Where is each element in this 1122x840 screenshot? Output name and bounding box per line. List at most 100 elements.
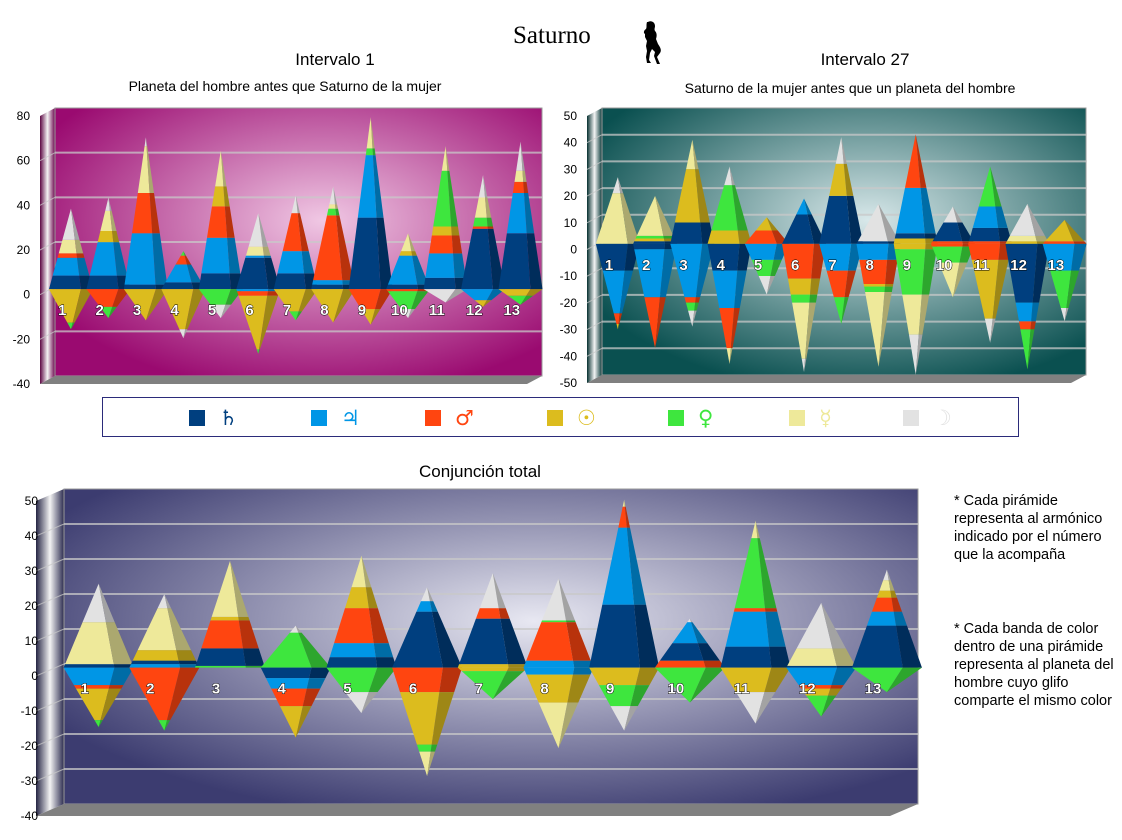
- chart2-title: Intervalo 27: [820, 50, 910, 69]
- segment-marte: [73, 685, 110, 689]
- segment-side: [263, 255, 272, 258]
- segment-marte: [654, 660, 706, 668]
- segment-side: [238, 620, 259, 649]
- segment-sol: [801, 688, 831, 696]
- segment-side: [258, 349, 260, 354]
- segment-side: [624, 506, 631, 528]
- segment-side: [167, 608, 192, 651]
- segment-júpiter: [52, 257, 80, 276]
- segment-side: [445, 146, 450, 171]
- segment-side: [486, 289, 506, 301]
- harmonic-label: 9: [358, 302, 366, 319]
- pyramid-8: 8: [856, 203, 901, 367]
- segment-side: [630, 685, 650, 707]
- segment-marte: [618, 506, 627, 528]
- segment-sol: [311, 289, 344, 323]
- segment-luna: [62, 208, 75, 240]
- y-tick-label: 20: [564, 189, 578, 203]
- segment-side: [506, 667, 528, 672]
- segment-júpiter: [236, 289, 269, 292]
- pyramid-3: 3: [123, 137, 168, 321]
- segment-luna: [157, 594, 168, 609]
- segment-side: [224, 206, 235, 238]
- segment-mercurio: [100, 210, 113, 231]
- segment-side: [920, 187, 936, 234]
- segment-side: [333, 186, 338, 205]
- segment-side: [692, 310, 697, 327]
- gridline-side: [586, 160, 603, 170]
- segment-side: [520, 141, 525, 171]
- y-tick-label: 10: [25, 634, 39, 648]
- chart3-title: Conjunción total: [419, 462, 541, 481]
- segment-side: [878, 291, 892, 367]
- segment-venus: [851, 667, 903, 693]
- segment-side: [298, 289, 318, 312]
- y-tick-label: 20: [25, 599, 39, 613]
- segment-marte: [131, 193, 153, 234]
- segment-júpiter: [89, 242, 117, 276]
- planet-glyph-icon: ♄: [219, 406, 238, 430]
- segment-júpiter: [329, 643, 376, 658]
- segment-marte: [129, 667, 181, 721]
- pyramid-7: 7: [457, 573, 528, 700]
- segment-mercurio: [215, 150, 224, 187]
- segment-saturno: [595, 243, 628, 271]
- segment-júpiter: [277, 251, 304, 274]
- gridline-side: [35, 523, 65, 537]
- page-title: Saturno: [513, 22, 591, 49]
- segment-luna: [796, 602, 833, 649]
- segment-venus: [461, 671, 507, 700]
- segment-side: [492, 671, 524, 700]
- harmonic-label: 2: [146, 681, 154, 698]
- segment-mercurio: [726, 348, 731, 365]
- segment-luna: [542, 578, 566, 621]
- y-tick-label: -40: [13, 377, 31, 390]
- segment-sol: [400, 692, 440, 745]
- segment-sol: [634, 238, 665, 242]
- segment-side: [764, 667, 791, 693]
- segment-side: [952, 262, 968, 298]
- segment-luna: [835, 137, 844, 164]
- segment-side: [765, 611, 786, 647]
- segment-side: [1027, 203, 1046, 236]
- segment-side: [572, 667, 594, 675]
- segment-side: [770, 259, 782, 276]
- segment-side: [483, 175, 488, 198]
- segment-mercurio: [938, 262, 960, 298]
- segment-side: [843, 163, 854, 196]
- segment-júpiter: [972, 206, 999, 228]
- segment-saturno: [311, 284, 344, 290]
- segment-sol: [755, 217, 772, 231]
- segment-venus: [289, 311, 299, 321]
- segment-side: [617, 324, 620, 330]
- y-tick-label: -10: [560, 269, 578, 283]
- segment-saturno: [236, 257, 269, 290]
- segment-side: [573, 660, 594, 668]
- segment-side: [507, 664, 528, 668]
- segment-side: [186, 264, 202, 283]
- segment-luna: [210, 304, 226, 319]
- segment-side: [372, 155, 384, 218]
- segment-júpiter: [265, 678, 310, 689]
- segment-marte: [334, 608, 374, 644]
- segment-júpiter: [786, 667, 838, 686]
- harmonic-label: 12: [466, 302, 483, 319]
- pyramid-11: 11: [423, 146, 468, 320]
- harmonic-label: 10: [668, 681, 685, 698]
- segment-side: [809, 294, 818, 303]
- pyramid-12: 12: [786, 602, 857, 717]
- segment-venus: [654, 667, 706, 703]
- segment-side: [890, 590, 897, 598]
- pyramid-7: 7: [273, 195, 318, 321]
- segment-side: [431, 692, 455, 745]
- legend-item-5: ☿: [789, 407, 832, 429]
- segment-side: [295, 195, 300, 214]
- segment-marte: [475, 608, 501, 619]
- segment-side: [691, 622, 708, 644]
- segment-side: [242, 648, 265, 666]
- segment-side: [429, 601, 438, 612]
- segment-side: [828, 688, 842, 696]
- pyramid-2: 2: [129, 594, 200, 731]
- segment-mercurio: [137, 608, 177, 651]
- harmonic-label: 10: [936, 257, 953, 274]
